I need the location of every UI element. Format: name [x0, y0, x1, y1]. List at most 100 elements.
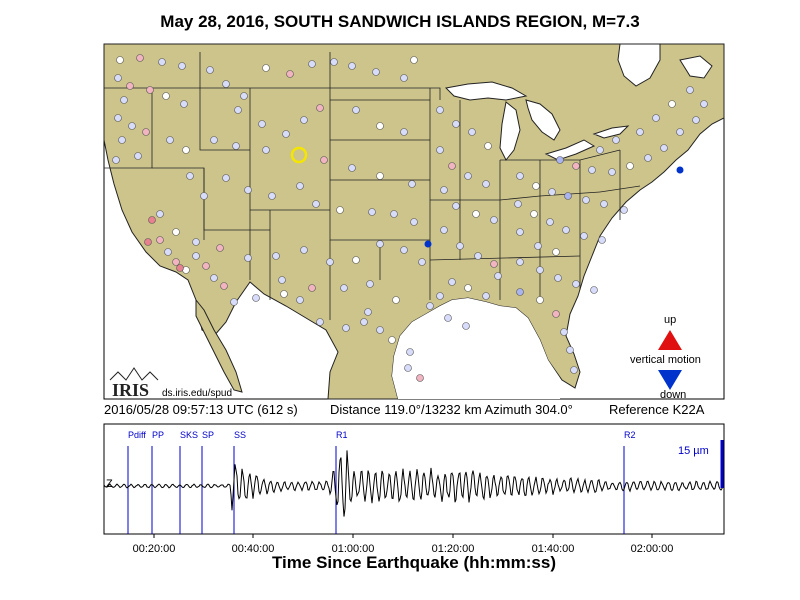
- station-marker: [230, 298, 238, 306]
- station-marker: [484, 142, 492, 150]
- station-marker: [178, 62, 186, 70]
- station-marker: [376, 240, 384, 248]
- northern-water: [617, 43, 713, 87]
- station-marker: [482, 180, 490, 188]
- station-marker: [172, 228, 180, 236]
- station-marker: [222, 80, 230, 88]
- station-marker: [620, 206, 628, 214]
- station-marker: [560, 328, 568, 336]
- station-marker: [376, 172, 384, 180]
- station-marker: [588, 166, 596, 174]
- station-marker: [352, 256, 360, 264]
- station-marker: [278, 276, 286, 284]
- station-marker: [464, 284, 472, 292]
- phase-label-pdiff: Pdiff: [128, 430, 146, 440]
- station-marker: [444, 314, 452, 322]
- time-tick-label: 01:00:00: [332, 543, 375, 552]
- station-marker: [340, 284, 348, 292]
- station-marker: [546, 218, 554, 226]
- component-label: Z: [106, 478, 113, 490]
- seismogram-panel: Pdiff PP SKS SP SS R1 R2 Z 15 µm 00:20:00 00:40…: [103, 423, 725, 552]
- station-marker: [364, 308, 372, 316]
- station-marker: [552, 310, 560, 318]
- station-marker: [590, 286, 598, 294]
- station-marker: [136, 54, 144, 62]
- time-tick-label: 00:40:00: [232, 543, 275, 552]
- station-marker: [352, 106, 360, 114]
- station-marker: [232, 142, 240, 150]
- station-marker: [348, 164, 356, 172]
- station-marker-up: [144, 238, 152, 246]
- station-marker: [296, 296, 304, 304]
- station-marker: [210, 274, 218, 282]
- station-marker: [406, 348, 414, 356]
- station-marker: [262, 146, 270, 154]
- event-datetime: 2016/05/28 09:57:13 UTC (612 s): [104, 402, 298, 417]
- station-marker: [676, 128, 684, 136]
- station-marker: [536, 296, 544, 304]
- legend-middle-label: vertical motion: [630, 354, 701, 366]
- station-marker: [312, 200, 320, 208]
- station-marker: [436, 106, 444, 114]
- station-marker: [158, 58, 166, 66]
- station-marker: [282, 130, 290, 138]
- station-marker: [534, 242, 542, 250]
- station-marker: [598, 236, 606, 244]
- station-marker: [572, 280, 580, 288]
- station-marker: [468, 128, 476, 136]
- station-marker: [252, 294, 260, 302]
- station-marker: [128, 122, 136, 130]
- phase-label-r1: R1: [336, 430, 348, 440]
- time-ticks: 00:20:00 00:40:00 01:00:00 01:20:00 01:40:00…: [133, 534, 674, 552]
- station-marker: [440, 226, 448, 234]
- station-marker: [400, 74, 408, 82]
- station-marker: [300, 116, 308, 124]
- motion-legend: up vertical motion down: [630, 314, 701, 400]
- station-marker: [192, 238, 200, 246]
- station-marker: [516, 172, 524, 180]
- great-lakes: [444, 81, 630, 161]
- phase-label-sp: SP: [202, 430, 214, 440]
- station-marker: [120, 96, 128, 104]
- station-marker: [342, 324, 350, 332]
- station-marker: [552, 248, 560, 256]
- station-marker: [262, 64, 270, 72]
- station-marker: [202, 262, 210, 270]
- station-marker: [280, 290, 288, 298]
- info-bar: 2016/05/28 09:57:13 UTC (612 s) Distance…: [104, 400, 724, 420]
- station-marker: [134, 152, 142, 160]
- time-tick-label: 02:00:00: [631, 543, 674, 552]
- station-marker: [472, 210, 480, 218]
- station-marker: [142, 128, 150, 136]
- station-marker: [244, 254, 252, 262]
- station-marker: [330, 58, 338, 66]
- station-marker: [258, 120, 266, 128]
- station-marker: [368, 208, 376, 216]
- phase-label-pp: PP: [152, 430, 164, 440]
- distance-azimuth: Distance 119.0°/13232 km Azimuth 304.0°: [330, 402, 573, 417]
- station-marker: [234, 106, 242, 114]
- station-marker: [172, 258, 180, 266]
- station-marker: [308, 284, 316, 292]
- station-marker: [112, 156, 120, 164]
- station-marker: [652, 114, 660, 122]
- station-marker: [596, 146, 604, 154]
- iris-logo: IRIS: [109, 367, 159, 400]
- station-marker: [336, 206, 344, 214]
- amplitude-scale-label: 15 µm: [678, 445, 709, 457]
- reference-station: Reference K22A: [609, 402, 705, 417]
- station-marker: [388, 336, 396, 344]
- station-marker: [582, 196, 590, 204]
- station-marker: [562, 226, 570, 234]
- station-marker: [200, 192, 208, 200]
- station-marker: [644, 154, 652, 162]
- station-marker: [410, 56, 418, 64]
- phase-label-r2: R2: [624, 430, 636, 440]
- station-marker: [216, 244, 224, 252]
- station-marker: [408, 180, 416, 188]
- station-markers: [112, 54, 708, 382]
- station-marker: [222, 174, 230, 182]
- station-marker: [308, 60, 316, 68]
- station-marker: [686, 86, 694, 94]
- seismogram-frame: [103, 423, 725, 535]
